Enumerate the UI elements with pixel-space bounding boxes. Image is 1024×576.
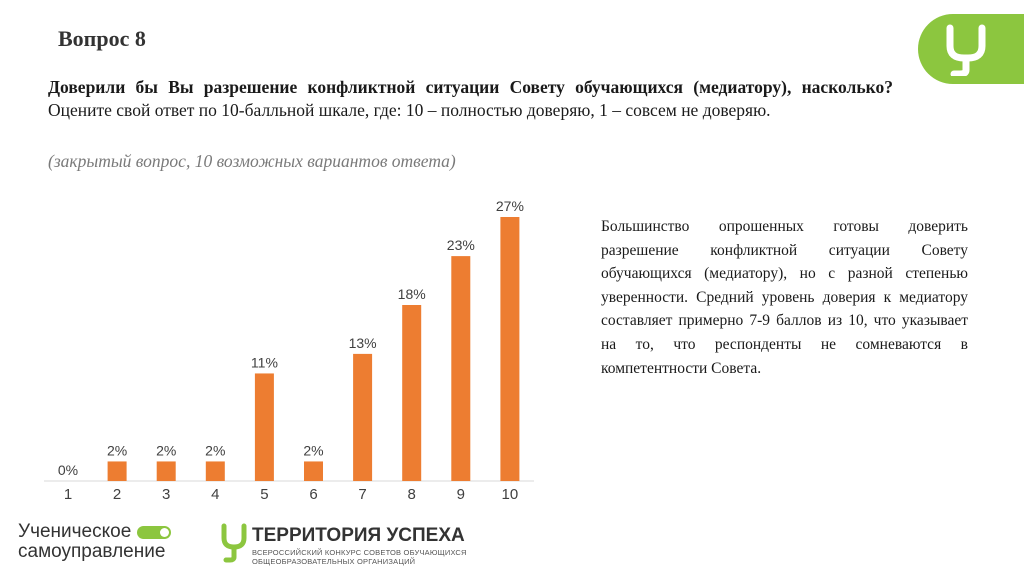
data-label-9: 23% (447, 237, 475, 253)
x-tick-10: 10 (502, 486, 519, 503)
footer-territory-sub1: ВСЕРОССИЙСКИЙ КОНКУРС СОВЕТОВ ОБУЧАЮЩИХС… (252, 548, 467, 557)
x-tick-3: 3 (162, 486, 170, 503)
x-tick-6: 6 (309, 486, 317, 503)
trust-bar-chart: 0% 1 2% 2 2% 3 2% 4 11% 5 2% 6 13% 7 18% 8 23% 9 27% 10 (44, 198, 534, 503)
data-label-10: 27% (496, 198, 524, 214)
brand-logo-badge (918, 14, 1024, 84)
data-label-1: 0% (58, 462, 78, 478)
u-logo-icon (946, 24, 986, 76)
data-label-8: 18% (398, 286, 426, 302)
question-note: (закрытый вопрос, 10 возможных вариантов… (48, 151, 456, 171)
slide-title: Вопрос 8 (58, 26, 146, 51)
x-tick-1: 1 (64, 486, 72, 503)
bar-4 (205, 461, 225, 481)
question-text: Доверили бы Вы разрешение конфликтной си… (48, 76, 893, 122)
data-label-6: 2% (303, 442, 323, 458)
question-bold: Доверили бы Вы разрешение конфликтной си… (48, 77, 893, 97)
u-mark-icon (221, 523, 247, 563)
x-tick-8: 8 (408, 486, 416, 503)
bar-8 (402, 305, 422, 481)
x-tick-2: 2 (113, 486, 121, 503)
data-label-7: 13% (349, 335, 377, 351)
bar-6 (304, 461, 323, 481)
footer-logo-line2: самоуправление (18, 541, 166, 562)
bar-5 (254, 373, 274, 481)
bar-9 (451, 256, 471, 481)
data-label-2: 2% (107, 442, 127, 458)
x-tick-5: 5 (260, 486, 268, 503)
data-label-3: 2% (156, 442, 176, 458)
x-tick-4: 4 (211, 486, 219, 503)
bar-10 (500, 217, 520, 481)
summary-text: Большинство опрошенных готовы доверить р… (601, 218, 968, 377)
data-label-4: 2% (205, 442, 225, 458)
footer-territory-title: ТЕРРИТОРИЯ УСПЕХА (252, 525, 465, 546)
toggle-pill-icon (137, 525, 172, 539)
bar-3 (156, 461, 176, 481)
footer-logo-line1: Ученическое (18, 521, 132, 542)
bar-7 (353, 353, 373, 481)
footer-territory-sub2: ОБЩЕОБРАЗОВАТЕЛЬНЫХ ОРГАНИЗАЦИЙ (252, 557, 416, 566)
question-rest: Оцените свой ответ по 10-балльной шкале,… (48, 100, 771, 120)
bar-2 (107, 461, 127, 481)
footer-logo-student-government: Ученическое самоуправление (18, 521, 172, 562)
x-tick-7: 7 (358, 486, 366, 503)
x-tick-9: 9 (457, 486, 465, 503)
data-label-5: 11% (251, 354, 278, 370)
